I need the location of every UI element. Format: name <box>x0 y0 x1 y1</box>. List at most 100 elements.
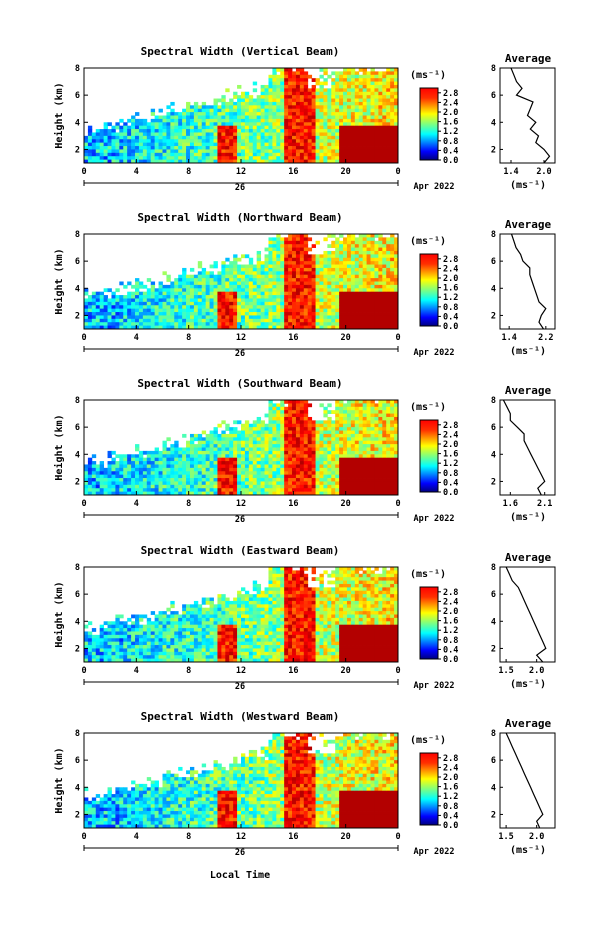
heatmap-cell <box>362 325 368 330</box>
heatmap-cell <box>189 274 195 279</box>
heatmap-cell <box>170 295 175 299</box>
heatmap-cell <box>225 471 230 476</box>
heatmap-cell <box>339 132 344 137</box>
heatmap-cell <box>252 156 258 160</box>
heatmap-cell <box>221 308 226 313</box>
heatmap-cell <box>217 122 222 127</box>
heatmap-cell <box>237 295 242 299</box>
heatmap-cell <box>256 112 262 116</box>
heatmap-cell <box>193 108 199 113</box>
heatmap-cell <box>390 437 395 442</box>
heatmap-cell <box>346 254 352 259</box>
heatmap-cell <box>386 247 391 252</box>
heatmap-cell <box>138 450 144 455</box>
heatmap-cell <box>354 410 360 414</box>
heatmap-cell <box>225 118 230 123</box>
heatmap-cell <box>248 105 254 110</box>
heatmap-cell <box>354 115 360 120</box>
heatmap-cell <box>244 98 250 103</box>
heatmap-cell <box>315 108 320 113</box>
heatmap-cell <box>303 156 309 160</box>
heatmap-cell <box>268 444 273 448</box>
heatmap-cell <box>299 125 305 130</box>
heatmap-cell <box>284 105 289 110</box>
heatmap-cell <box>284 71 289 76</box>
heatmap-cell <box>158 146 163 150</box>
heatmap-cell <box>123 301 128 306</box>
heatmap-cell <box>307 142 313 147</box>
heatmap-cell <box>280 149 285 154</box>
heatmap-cell <box>256 467 262 472</box>
heatmap-cell <box>186 447 191 452</box>
heatmap-cell <box>323 464 328 469</box>
heatmap-cell <box>84 322 89 326</box>
heatmap-cell <box>166 149 171 154</box>
heatmap-cell <box>299 118 305 123</box>
heatmap-cell <box>174 156 179 160</box>
heatmap-cell <box>111 318 116 323</box>
heatmap-cell <box>307 433 313 438</box>
heatmap-cell <box>217 146 222 150</box>
heatmap-cell <box>150 457 156 462</box>
heatmap-cell <box>319 257 324 262</box>
heatmap-cell <box>276 298 281 303</box>
heatmap-cell <box>358 247 364 252</box>
heatmap-cell <box>299 413 305 418</box>
heatmap-cell <box>343 81 348 86</box>
heatmap-cell <box>343 142 348 147</box>
heatmap-cell <box>119 135 124 140</box>
heatmap-cell <box>331 135 336 140</box>
heatmap-cell <box>95 478 101 482</box>
heatmap-cell <box>374 278 379 282</box>
heatmap-cell <box>339 308 344 313</box>
heatmap-cell <box>107 135 112 140</box>
heatmap-cell <box>362 461 368 465</box>
heatmap-cell <box>272 146 277 150</box>
heatmap-cell <box>366 474 371 479</box>
heatmap-cell <box>248 142 254 147</box>
heatmap-cell <box>299 322 305 326</box>
heatmap-cell <box>307 444 313 448</box>
heatmap-cell <box>331 444 336 448</box>
heatmap-cell <box>252 484 258 489</box>
heatmap-cell <box>217 125 222 130</box>
heatmap-cell <box>178 132 183 137</box>
heatmap-cell <box>362 427 368 431</box>
heatmap-cell <box>142 491 148 496</box>
heatmap-cell <box>354 88 360 93</box>
heatmap-cell <box>358 254 364 259</box>
heatmap-cell <box>350 108 356 113</box>
heatmap-cell <box>244 156 250 160</box>
heatmap-cell <box>350 284 356 289</box>
heatmap-cell <box>394 122 399 127</box>
heatmap-cell <box>288 437 293 442</box>
heatmap-cell <box>91 305 97 310</box>
heatmap-cell <box>335 437 340 442</box>
heatmap-cell <box>260 471 265 476</box>
heatmap-cell <box>233 481 238 486</box>
heatmap-cell <box>292 325 297 330</box>
heatmap-cell <box>272 467 277 472</box>
heatmap-cell <box>182 278 187 282</box>
heatmap-cell <box>295 122 301 127</box>
heatmap-cell <box>295 250 301 255</box>
heatmap-cell <box>268 81 273 86</box>
heatmap-cell <box>280 420 285 425</box>
heatmap-cell <box>354 481 360 486</box>
heatmap-cell <box>119 467 124 472</box>
heatmap-cell <box>335 156 340 160</box>
heatmap-cell <box>323 291 328 296</box>
heatmap-cell <box>331 312 336 316</box>
heatmap-cell <box>288 271 293 276</box>
heatmap-cell <box>358 257 364 262</box>
heatmap-cell <box>201 474 207 479</box>
heatmap-cell <box>319 305 324 310</box>
heatmap-cell <box>284 118 289 123</box>
heatmap-cell <box>107 467 112 472</box>
heatmap-cell <box>154 301 159 306</box>
heatmap-cell <box>335 278 340 282</box>
heatmap-cell <box>244 427 250 431</box>
heatmap-cell <box>268 464 273 469</box>
heatmap-cell <box>292 481 297 486</box>
heatmap-cell <box>386 254 391 259</box>
